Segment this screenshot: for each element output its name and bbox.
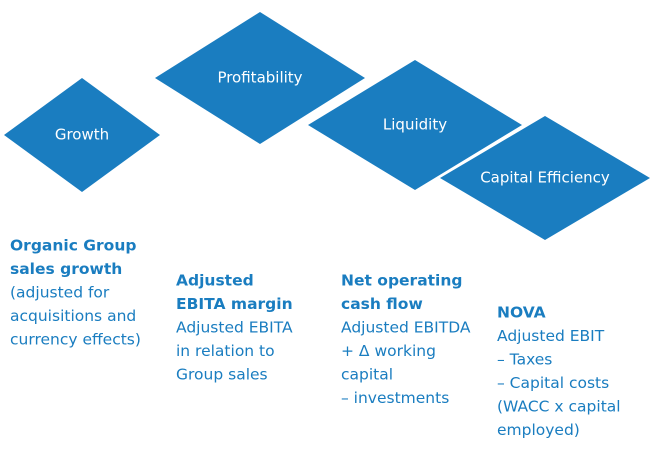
column-line: (adjusted for <box>10 284 110 302</box>
column-heading: cash flow <box>341 295 423 313</box>
diamond-label: Liquidity <box>383 116 447 134</box>
column-line: – investments <box>341 389 449 407</box>
diamond-label: Capital Efficiency <box>480 169 610 187</box>
column-heading: NOVA <box>497 304 546 322</box>
diamond <box>308 60 522 190</box>
column-heading: Adjusted <box>176 272 254 290</box>
diamond <box>4 78 160 192</box>
column-line: Adjusted EBITA <box>176 319 293 337</box>
diamond <box>440 116 650 240</box>
diamond-label: Profitability <box>217 69 302 87</box>
column-heading: Organic Group <box>10 237 136 255</box>
column-line: Group sales <box>176 366 268 384</box>
column-line: currency effects) <box>10 331 141 349</box>
column-line: acquisitions and <box>10 307 136 325</box>
column-line: Adjusted EBIT <box>497 327 605 345</box>
column-line: – Capital costs <box>497 374 609 392</box>
column-heading: Net operating <box>341 272 463 290</box>
diamond-label: Growth <box>55 126 109 144</box>
column-line: employed) <box>497 421 580 439</box>
column-line: – Taxes <box>497 351 552 369</box>
column-line: + Δ working <box>341 342 436 360</box>
column-line: (WACC x capital <box>497 398 621 416</box>
column-heading: sales growth <box>10 260 122 278</box>
column-line: Adjusted EBITDA <box>341 319 471 337</box>
column-heading: EBITA margin <box>176 295 293 313</box>
column-line: capital <box>341 366 393 384</box>
column-line: in relation to <box>176 342 275 360</box>
diamond <box>155 12 365 144</box>
